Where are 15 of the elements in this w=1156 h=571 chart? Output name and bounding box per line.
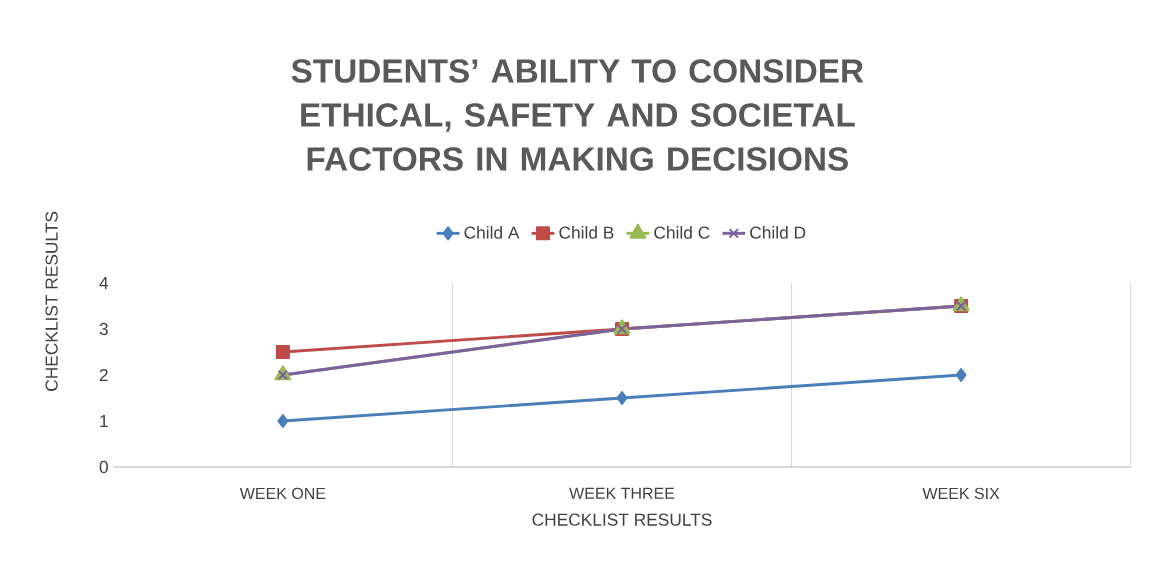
legend-label: Child B xyxy=(559,226,614,239)
y-tick-label: 2 xyxy=(99,368,108,382)
x-tick-label: WEEK THREE xyxy=(569,487,675,499)
legend-label: Child A xyxy=(464,226,520,239)
legend-label: Child D xyxy=(750,226,806,239)
x-tick-label: WEEK SIX xyxy=(922,487,1000,500)
legend-label: Child C xyxy=(654,226,710,239)
y-tick-label: 0 xyxy=(99,460,108,474)
chart-title: STUDENTS’ ABILITY TO CONSIDER ETHICAL, SAFETY AND SOCIETAL FACTORS IN MAKING DECISIONS xyxy=(291,59,864,171)
x-axis-title: CHECKLIST RESULTS xyxy=(532,513,712,526)
y-tick-label: 1 xyxy=(100,415,108,427)
y-axis-title: CHECKLIST RESULTS xyxy=(45,211,58,391)
y-tick-label: 4 xyxy=(99,277,109,289)
y-tick-label: 3 xyxy=(99,322,108,336)
x-tick-label: WEEK ONE xyxy=(239,487,326,500)
